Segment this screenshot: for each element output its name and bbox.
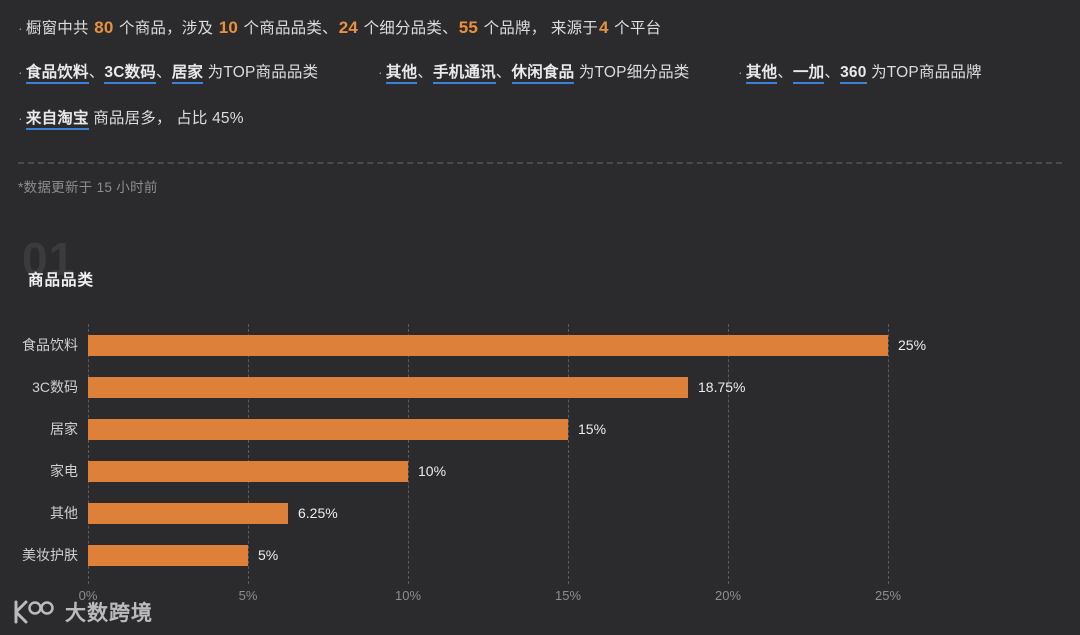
chart-category-label: 美妆护肤 — [22, 547, 78, 563]
bullet-dot-icon: · — [18, 110, 23, 126]
chart-x-tick-label: 15% — [554, 588, 582, 603]
source-platform-keyword[interactable]: 来自淘宝 — [25, 110, 89, 130]
top-subcategory-keyword-3[interactable]: 休闲食品 — [511, 64, 575, 84]
top-subcategory-keyword-1[interactable]: 其他 — [385, 64, 418, 84]
top-category-keyword-3[interactable]: 居家 — [171, 64, 204, 84]
summary-line-overview: · 橱窗中共 80 个商品，涉及 10 个商品品类、24 个细分品类、55 个品牌… — [18, 16, 661, 40]
summary-block: · 橱窗中共 80 个商品，涉及 10 个商品品类、24 个细分品类、55 个品牌… — [0, 0, 1080, 154]
overview-count-products: 80 — [94, 18, 114, 37]
summary-line-top-subcategories: · 其他、手机通讯、休闲食品 为TOP细分品类 — [378, 62, 738, 84]
chart-gridline — [728, 324, 729, 584]
bullet-dot-icon: · — [738, 64, 743, 80]
overview-count-brands: 55 — [458, 18, 479, 37]
top-subcategory-suffix: 为TOP细分品类 — [574, 64, 690, 81]
chart-category-label: 其他 — [50, 505, 78, 521]
chart-bar-row: 3C数码 18.75% — [32, 366, 888, 408]
chart-x-tick-label: 25% — [874, 588, 902, 603]
summary-line-top-brands: · 其他、一加、360 为TOP商品品牌 — [738, 62, 1062, 84]
chart-gridline — [888, 324, 889, 584]
summary-line-source: · 来自淘宝 商品居多， 占比 45% — [18, 108, 244, 130]
section-header: 01 商品品类 — [0, 233, 1080, 300]
chart-category-label: 3C数码 — [32, 379, 78, 395]
chart-bar-value-label: 15% — [578, 421, 607, 437]
chart-x-tick-label: 10% — [394, 588, 422, 603]
top-brand-suffix: 为TOP商品品牌 — [866, 64, 982, 81]
chart-bar[interactable] — [88, 419, 568, 440]
logo-mark-icon — [14, 600, 54, 624]
top-brand-keyword-3[interactable]: 360 — [840, 64, 867, 84]
top-brand-keyword-2[interactable]: 一加 — [792, 64, 825, 84]
top-category-suffix: 为TOP商品品类 — [203, 64, 319, 81]
chart-bar-row: 食品饮料 25% — [22, 324, 926, 366]
brand-logo: 大数跨境 — [12, 597, 153, 627]
chart-plot-area: 0% 5% 10% 15% 20% 25% 食品饮料 25% 3C数码 18.75% 居家 15% 家电… — [22, 324, 926, 603]
overview-text-2: 个商品，涉及 — [114, 20, 218, 37]
chart-bar-value-label: 6.25% — [298, 505, 338, 521]
top-category-keyword-1[interactable]: 食品饮料 — [25, 64, 89, 84]
chart-bar-value-label: 10% — [418, 463, 447, 479]
section-number-watermark: 01 — [22, 233, 76, 285]
chart-gridline — [88, 324, 89, 584]
source-suffix: 商品居多， 占比 45% — [88, 110, 244, 127]
summary-row-2: · 食品饮料、3C数码、居家 为TOP商品品类 · 其他、手机通讯、休闲食品 为TO… — [18, 62, 1062, 108]
overview-count-subcategories: 24 — [338, 18, 359, 37]
overview-text-6: 个平台 — [609, 20, 662, 37]
chart-bar-row: 美妆护肤 5% — [22, 534, 888, 576]
top-brand-keyword-1[interactable]: 其他 — [745, 64, 778, 84]
chart-category-label: 居家 — [50, 421, 78, 437]
chart-bar-value-label: 25% — [898, 337, 927, 353]
bullet-dot-icon: · — [18, 20, 23, 36]
chart-bar-row: 家电 10% — [50, 450, 888, 492]
summary-row-3: · 来自淘宝 商品居多， 占比 45% — [18, 108, 1062, 154]
overview-text-4: 个细分品类、 — [359, 20, 458, 37]
section-title: 商品品类 — [28, 272, 95, 289]
chart-bar-value-label: 18.75% — [698, 379, 746, 395]
summary-line-top-categories: · 食品饮料、3C数码、居家 为TOP商品品类 — [18, 62, 378, 84]
bullet-dot-icon: · — [378, 64, 383, 80]
top-subcategory-keyword-2[interactable]: 手机通讯 — [432, 64, 496, 84]
chart-gridline — [248, 324, 249, 584]
chart-bar-row: 其他 6.25% — [50, 492, 888, 534]
overview-text-1: 橱窗中共 — [25, 20, 94, 37]
chart-x-tick-label: 0% — [78, 588, 98, 603]
overview-count-platforms: 4 — [599, 18, 609, 37]
bullet-dot-icon: · — [18, 64, 23, 80]
chart-bar[interactable] — [88, 461, 408, 482]
overview-text-3: 个商品品类、 — [239, 20, 338, 37]
overview-count-categories: 10 — [218, 18, 239, 37]
chart-x-tick-label: 20% — [714, 588, 742, 603]
chart-bar-value-label: 5% — [258, 547, 279, 563]
chart-bar[interactable] — [88, 377, 688, 398]
category-bar-chart: 0% 5% 10% 15% 20% 25% 食品饮料 25% 3C数码 18.75% 居家 15% 家电… — [0, 324, 1080, 616]
chart-bar[interactable] — [88, 335, 888, 356]
chart-category-label: 食品饮料 — [22, 337, 78, 353]
chart-bar[interactable] — [88, 545, 248, 566]
chart-bar[interactable] — [88, 503, 288, 524]
overview-text-5: 个品牌， 来源于 — [479, 20, 599, 37]
data-update-note: *数据更新于 15 小时前 — [18, 180, 158, 195]
chart-x-tick-label: 5% — [238, 588, 258, 603]
summary-row-1: · 橱窗中共 80 个商品，涉及 10 个商品品类、24 个细分品类、55 个品牌… — [18, 16, 1062, 62]
logo-text: 大数跨境 — [65, 602, 153, 625]
top-category-keyword-2[interactable]: 3C数码 — [104, 64, 157, 84]
section-divider — [18, 162, 1062, 164]
chart-category-label: 家电 — [50, 463, 78, 479]
chart-gridline — [568, 324, 569, 584]
chart-bar-row: 居家 15% — [50, 408, 888, 450]
chart-gridline — [408, 324, 409, 584]
